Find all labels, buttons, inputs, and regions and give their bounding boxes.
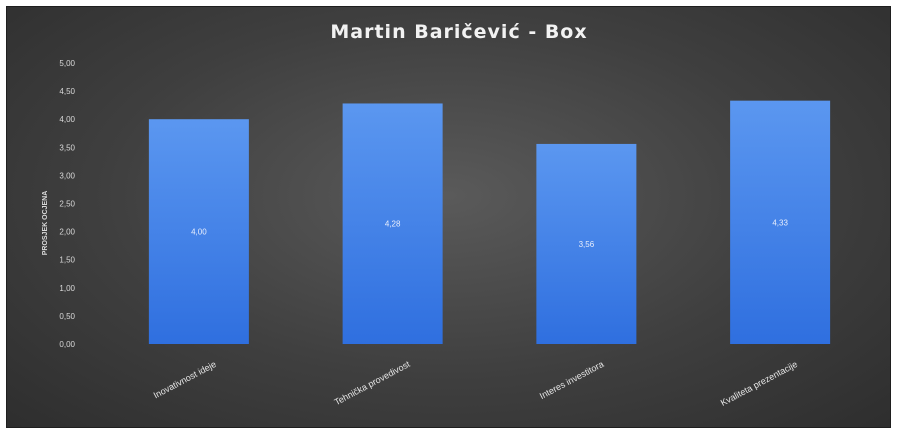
y-tick-label: 3,50: [59, 143, 75, 152]
y-tick-label: 3,00: [59, 171, 75, 180]
bar: [342, 103, 443, 345]
x-tick-label: Kvaliteta prezentacije: [719, 359, 799, 408]
y-axis-label: PROSJEK OCJENA: [42, 191, 49, 256]
x-tick-label: Interes investitora: [538, 359, 605, 401]
y-tick-label: 4,50: [59, 87, 75, 96]
bar-value-label: 4,33: [772, 218, 788, 227]
y-tick-label: 2,00: [59, 228, 75, 237]
y-tick-label: 4,00: [59, 115, 75, 124]
y-tick-label: 0,00: [59, 340, 75, 349]
bar: [730, 100, 831, 345]
bar: [148, 119, 249, 344]
y-tick-label: 2,50: [59, 200, 75, 209]
bar-value-label: 4,00: [191, 228, 207, 237]
bar-chart: Martin Baričević - Box PROSJEK OCJENA 0,…: [42, 21, 831, 408]
x-tick-label: Inovativnost ideje: [152, 359, 218, 400]
y-tick-label: 1,00: [59, 284, 75, 293]
bar-value-label: 4,28: [385, 220, 401, 229]
y-tick-label: 0,50: [59, 312, 75, 321]
y-axis-ticks: 0,00 0,50 1,00 1,50 2,00 2,50 3,00 3,50 4,00 4,50…: [59, 59, 75, 349]
x-axis-ticks: Inovativnost ideje Tehnička provedivost In…: [152, 359, 799, 408]
chart-frame: Martin Baričević - Box PROSJEK OCJENA 0,…: [6, 6, 891, 428]
y-tick-label: 5,00: [59, 59, 75, 68]
x-tick-label: Tehnička provedivost: [333, 359, 412, 408]
chart-title: Martin Baričević - Box: [330, 21, 587, 43]
y-tick-label: 1,50: [59, 256, 75, 265]
bar: [536, 143, 637, 344]
bar-value-label: 3,56: [579, 240, 595, 249]
value-labels-group: 4,00 4,28 3,56 4,33: [191, 218, 788, 249]
bars-group: [148, 100, 831, 345]
